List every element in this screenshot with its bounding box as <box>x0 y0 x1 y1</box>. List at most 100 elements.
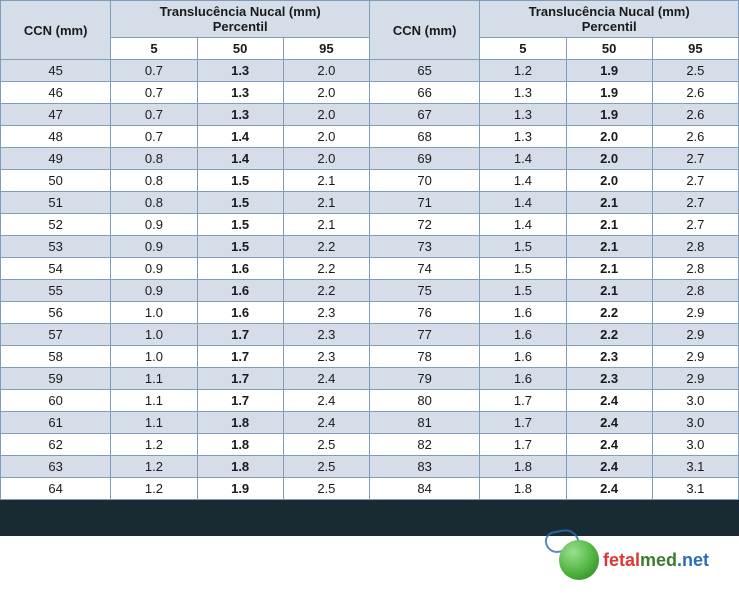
cell-p50: 1.5 <box>197 236 283 258</box>
cell-p5: 0.9 <box>111 258 197 280</box>
cell-p95: 3.0 <box>652 390 738 412</box>
cell-p5: 0.7 <box>111 126 197 148</box>
cell-p5: 1.5 <box>480 236 566 258</box>
cell-p5: 1.4 <box>480 214 566 236</box>
cell-p50: 1.4 <box>197 148 283 170</box>
table-row: 490.81.42.0691.42.02.7 <box>1 148 739 170</box>
cell-p95: 2.8 <box>652 258 738 280</box>
cell-p5: 1.4 <box>480 192 566 214</box>
table-row: 530.91.52.2731.52.12.8 <box>1 236 739 258</box>
cell-p50: 2.1 <box>566 236 652 258</box>
table-row: 450.71.32.0651.21.92.5 <box>1 60 739 82</box>
cell-p50: 2.4 <box>566 390 652 412</box>
cell-ccn: 54 <box>1 258 111 280</box>
cell-p50: 1.7 <box>197 390 283 412</box>
cell-p5: 1.4 <box>480 170 566 192</box>
cell-p50: 2.1 <box>566 280 652 302</box>
cell-p50: 1.9 <box>197 478 283 500</box>
cell-p95: 2.7 <box>652 192 738 214</box>
cell-ccn: 79 <box>369 368 479 390</box>
table-row: 641.21.92.5841.82.43.1 <box>1 478 739 500</box>
cell-p5: 1.7 <box>480 434 566 456</box>
table-row: 500.81.52.1701.42.02.7 <box>1 170 739 192</box>
cell-p50: 2.0 <box>566 170 652 192</box>
cell-p50: 1.3 <box>197 60 283 82</box>
cell-p50: 1.5 <box>197 170 283 192</box>
cell-p95: 2.5 <box>652 60 738 82</box>
cell-ccn: 64 <box>1 478 111 500</box>
cell-p95: 2.6 <box>652 82 738 104</box>
cell-p95: 2.2 <box>283 280 369 302</box>
cell-p50: 1.3 <box>197 104 283 126</box>
cell-p50: 1.8 <box>197 456 283 478</box>
cell-p95: 2.8 <box>652 280 738 302</box>
cell-ccn: 83 <box>369 456 479 478</box>
cell-p5: 1.8 <box>480 478 566 500</box>
cell-p95: 3.1 <box>652 478 738 500</box>
header-p50-left: 50 <box>197 38 283 60</box>
cell-ccn: 78 <box>369 346 479 368</box>
header-ccn-right: CCN (mm) <box>369 1 479 60</box>
cell-p50: 2.3 <box>566 346 652 368</box>
cell-p95: 2.9 <box>652 368 738 390</box>
cell-p50: 2.1 <box>566 258 652 280</box>
cell-p5: 1.6 <box>480 324 566 346</box>
cell-p50: 1.9 <box>566 60 652 82</box>
table-row: 581.01.72.3781.62.32.9 <box>1 346 739 368</box>
header-p95-right: 95 <box>652 38 738 60</box>
header-tn-right: Translucência Nucal (mm) Percentil <box>480 1 739 38</box>
header-p95-left: 95 <box>283 38 369 60</box>
cell-p50: 2.3 <box>566 368 652 390</box>
cell-ccn: 55 <box>1 280 111 302</box>
cell-ccn: 72 <box>369 214 479 236</box>
cell-p5: 1.6 <box>480 346 566 368</box>
nuchal-translucency-table: CCN (mm) Translucência Nucal (mm) Percen… <box>0 0 739 500</box>
cell-p5: 1.2 <box>111 434 197 456</box>
dark-separator-bar <box>0 500 739 536</box>
cell-p95: 2.6 <box>652 104 738 126</box>
cell-p50: 2.2 <box>566 302 652 324</box>
cell-ccn: 69 <box>369 148 479 170</box>
cell-ccn: 56 <box>1 302 111 324</box>
cell-p50: 1.5 <box>197 214 283 236</box>
cell-p5: 1.3 <box>480 104 566 126</box>
cell-p5: 1.6 <box>480 368 566 390</box>
cell-p50: 2.4 <box>566 434 652 456</box>
cell-p50: 2.4 <box>566 412 652 434</box>
cell-ccn: 45 <box>1 60 111 82</box>
table-row: 571.01.72.3771.62.22.9 <box>1 324 739 346</box>
cell-ccn: 53 <box>1 236 111 258</box>
cell-ccn: 62 <box>1 434 111 456</box>
cell-p95: 2.0 <box>283 60 369 82</box>
cell-p95: 2.9 <box>652 302 738 324</box>
header-p5-right: 5 <box>480 38 566 60</box>
cell-ccn: 77 <box>369 324 479 346</box>
cell-p50: 2.2 <box>566 324 652 346</box>
cell-p95: 3.1 <box>652 456 738 478</box>
header-tn-left: Translucência Nucal (mm) Percentil <box>111 1 370 38</box>
table-row: 611.11.82.4811.72.43.0 <box>1 412 739 434</box>
cell-p95: 2.0 <box>283 104 369 126</box>
table-row: 470.71.32.0671.31.92.6 <box>1 104 739 126</box>
logo-text: fetalmed.net <box>603 550 709 571</box>
cell-p5: 1.5 <box>480 280 566 302</box>
cell-p5: 0.8 <box>111 170 197 192</box>
cell-p95: 2.3 <box>283 346 369 368</box>
cell-p95: 2.9 <box>652 324 738 346</box>
cell-p5: 1.0 <box>111 324 197 346</box>
table-row: 561.01.62.3761.62.22.9 <box>1 302 739 324</box>
cell-p5: 1.1 <box>111 412 197 434</box>
cell-p5: 1.3 <box>480 126 566 148</box>
cell-p5: 1.6 <box>480 302 566 324</box>
cell-p95: 2.7 <box>652 214 738 236</box>
cell-ccn: 49 <box>1 148 111 170</box>
cell-p95: 2.9 <box>652 346 738 368</box>
cell-ccn: 82 <box>369 434 479 456</box>
cell-ccn: 76 <box>369 302 479 324</box>
cell-p95: 2.5 <box>283 434 369 456</box>
cell-p50: 1.8 <box>197 434 283 456</box>
cell-p5: 1.2 <box>111 478 197 500</box>
cell-p5: 0.8 <box>111 148 197 170</box>
cell-p95: 2.2 <box>283 236 369 258</box>
cell-ccn: 67 <box>369 104 479 126</box>
